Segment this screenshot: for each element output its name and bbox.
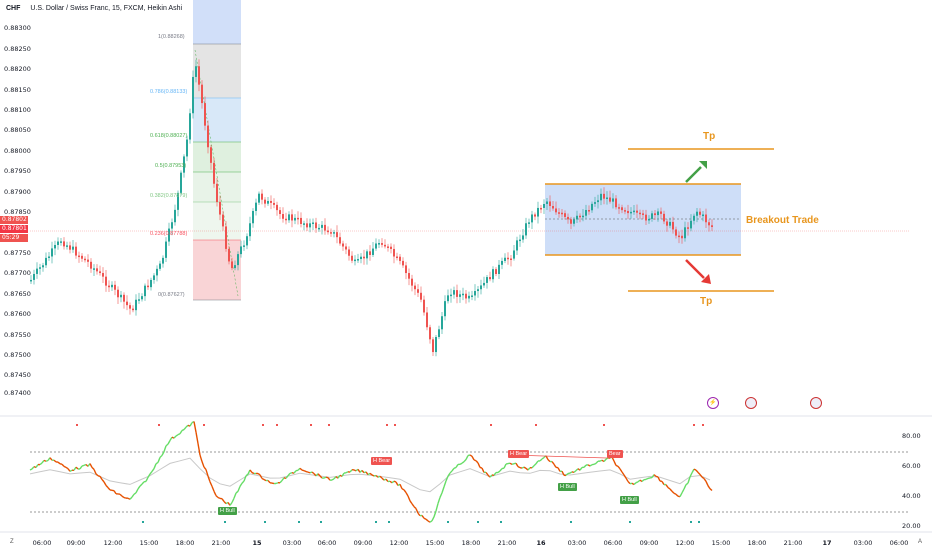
time-tick-label: 16 — [536, 539, 546, 547]
currency-label: CHF — [6, 5, 21, 12]
time-tick-label: 18:00 — [747, 539, 767, 547]
time-tick-label: 17 — [822, 539, 832, 547]
price-tick-label: 0.87550 — [4, 331, 31, 339]
time-tick-label: 12:00 — [675, 539, 695, 547]
price-tick-label: 0.87750 — [4, 249, 31, 257]
fib-label-0618: 0.618(0.88027) — [150, 133, 188, 139]
indicator-tick-label: 80.00 — [902, 432, 921, 440]
time-tick-label: 18:00 — [175, 539, 195, 547]
time-tick-label: 06:00 — [889, 539, 909, 547]
time-tick-label: 15 — [252, 539, 262, 547]
time-tick-label: 03:00 — [282, 539, 302, 547]
price-tick-label: 0.87600 — [4, 310, 31, 318]
chart-title: U.S. Dollar / Swiss Franc, 15, FXCM, Hei… — [30, 5, 183, 12]
price-tick-label: 0.87850 — [4, 208, 31, 216]
time-tick-label: 12:00 — [103, 539, 123, 547]
price-tick-label: 0.87500 — [4, 351, 31, 359]
indicator-oscillator[interactable] — [29, 420, 713, 523]
arrow-down-icon — [685, 259, 711, 284]
time-tick-label: 12:00 — [389, 539, 409, 547]
time-tick-label: 15:00 — [139, 539, 159, 547]
price-tick-label: 0.88100 — [4, 106, 31, 114]
fib-label-1: 1(0.88268) — [158, 34, 185, 40]
price-tick-label: 0.88300 — [4, 24, 31, 32]
time-tick-label: 09:00 — [66, 539, 86, 547]
price-tick-label: 0.87950 — [4, 167, 31, 175]
event-icon[interactable]: ⚡ — [707, 397, 719, 409]
price-tick-label: 0.87700 — [4, 269, 31, 277]
time-tick-label: 15:00 — [425, 539, 445, 547]
us-flag-icon[interactable] — [810, 397, 822, 409]
fib-retracement[interactable] — [193, 0, 241, 301]
time-tick-label: 03:00 — [853, 539, 873, 547]
indicator-signal-dots — [76, 424, 704, 523]
time-tick-label: 21:00 — [497, 539, 517, 547]
price-tick-label: 0.87900 — [4, 188, 31, 196]
breakout-box[interactable] — [545, 183, 741, 256]
price-tick-label: 0.87450 — [4, 371, 31, 379]
bear-label: Bear — [607, 450, 623, 458]
indicator-tick-label: 60.00 — [902, 462, 921, 470]
indicator-signal-line — [29, 457, 711, 493]
time-tick-label: 03:00 — [567, 539, 587, 547]
time-tick-label: 06:00 — [603, 539, 623, 547]
h-bull-label: H Bull — [218, 507, 237, 515]
price-tag-current: 0.87801 — [0, 225, 28, 233]
fib-label-0: 0(0.87627) — [158, 292, 185, 298]
price-tag-high: 0.87802 — [0, 216, 28, 224]
indicator-tick-label: 20.00 — [902, 522, 921, 530]
h-bear-label: H Bear — [508, 450, 530, 458]
breakout-trade-label: Breakout Trade — [746, 215, 819, 226]
arrow-up-icon — [685, 161, 707, 183]
zoom-toggle[interactable]: Z — [10, 539, 14, 545]
h-bull-label: H Bull — [558, 483, 577, 491]
time-tick-label: 18:00 — [461, 539, 481, 547]
price-tick-label: 0.88050 — [4, 126, 31, 134]
chart-header: CHF U.S. Dollar / Swiss Franc, 15, FXCM,… — [6, 5, 182, 12]
fib-label-0236: 0.236(0.87788) — [150, 231, 188, 237]
indicator-tick-label: 40.00 — [902, 492, 921, 500]
tp-bottom-label: Tp — [700, 296, 713, 307]
time-tick-label: 21:00 — [783, 539, 803, 547]
auto-scale-toggle[interactable]: A — [918, 539, 923, 545]
price-tick-label: 0.88200 — [4, 65, 31, 73]
price-tick-label: 0.87400 — [4, 389, 31, 397]
time-tick-label: 15:00 — [711, 539, 731, 547]
time-tick-label: 09:00 — [639, 539, 659, 547]
us-flag-icon[interactable] — [745, 397, 757, 409]
time-tick-label: 06:00 — [32, 539, 52, 547]
time-tick-label: 06:00 — [317, 539, 337, 547]
price-tick-label: 0.87650 — [4, 290, 31, 298]
time-tick-label: 21:00 — [211, 539, 231, 547]
price-tick-label: 0.88150 — [4, 86, 31, 94]
price-tag-countdown: 05:29 — [0, 234, 28, 242]
time-tick-label: 09:00 — [353, 539, 373, 547]
tp-top-label: Tp — [703, 131, 716, 142]
fib-label-05: 0.5(0.87953) — [155, 163, 187, 169]
h-bear-label: H Bear — [371, 457, 393, 465]
fib-label-0382: 0.382(0.87879) — [150, 193, 188, 199]
candlestick-series[interactable] — [30, 59, 713, 357]
fib-label-0786: 0.786(0.88133) — [150, 89, 188, 95]
price-tick-label: 0.88250 — [4, 45, 31, 53]
price-tick-label: 0.88000 — [4, 147, 31, 155]
h-bull-label: H Bull — [620, 496, 639, 504]
